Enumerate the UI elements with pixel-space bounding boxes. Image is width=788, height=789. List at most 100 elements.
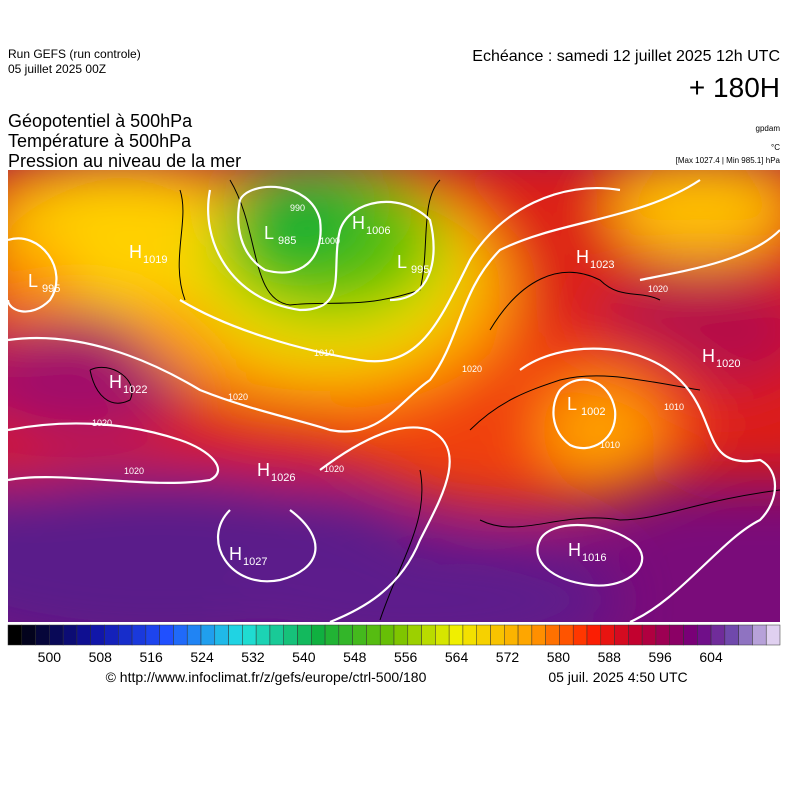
colorbar-tick-label: 548: [343, 649, 367, 665]
colorbar-tick-label: 508: [89, 649, 113, 665]
center-value: 1016: [582, 552, 606, 564]
colorbar-cell: [655, 624, 670, 646]
colorbar-tick-label: 540: [292, 649, 316, 665]
isobar-label: 1020: [124, 466, 144, 476]
colorbar-cell: [504, 624, 519, 646]
isobar-label: 990: [290, 203, 305, 213]
center-letter: L: [567, 394, 577, 414]
source: © http://www.infoclimat.fr/z/gefs/europe…: [106, 669, 427, 685]
center-letter: H: [229, 544, 242, 564]
colorbar-tick-label: 524: [190, 649, 214, 665]
isobar-label: 1020: [462, 364, 482, 374]
center-value: 985: [278, 235, 296, 247]
center-value: 1002: [581, 406, 605, 418]
unit: gpdam: [756, 124, 781, 133]
colorbar-cell: [545, 624, 560, 646]
center-value: 1023: [590, 259, 614, 271]
colorbar-cell: [7, 624, 23, 646]
center-letter: H: [576, 247, 589, 267]
colorbar-cell: [352, 624, 367, 646]
colorbar-cell: [697, 624, 712, 646]
isobar-label: 1000: [320, 236, 340, 246]
center-letter: H: [352, 213, 365, 233]
colorbar-cell: [90, 624, 105, 646]
colorbar-cell: [600, 624, 615, 646]
colorbar-cell: [407, 624, 422, 646]
colorbar-cell: [738, 624, 753, 646]
run-date: 05 juillet 2025 00Z: [8, 62, 106, 76]
colorbar-tick-label: 500: [38, 649, 62, 665]
colorbar-tick-label: 588: [598, 649, 622, 665]
lead-time: + 180H: [689, 72, 780, 103]
colorbar-cell: [228, 624, 243, 646]
colorbar-cell: [559, 624, 574, 646]
center-value: 1027: [243, 556, 267, 568]
title: Pression au niveau de la mer: [8, 151, 241, 171]
center-value: 1026: [271, 472, 295, 484]
colorbar-cell: [366, 624, 381, 646]
colorbar-tick-label: 580: [547, 649, 571, 665]
colorbar-cell: [214, 624, 229, 646]
center-value: 1006: [366, 225, 390, 237]
center-value: 1019: [143, 254, 167, 266]
colorbar-tick-label: 556: [394, 649, 418, 665]
colorbar-cell: [710, 624, 726, 646]
colorbar-tick-label: 596: [648, 649, 672, 665]
colorbar-cell: [173, 624, 188, 646]
colorbar-tick-label: 516: [139, 649, 163, 665]
isobar-label: 1010: [664, 402, 684, 412]
colorbar-cell: [145, 624, 160, 646]
colorbar-cell: [393, 624, 409, 646]
colorbar-cell: [462, 624, 477, 646]
title: Géopotentiel à 500hPa: [8, 111, 193, 131]
colorbar-cell: [683, 624, 698, 646]
colorbar-cell: [255, 624, 271, 646]
colorbar-tick-label: 564: [445, 649, 469, 665]
colorbar-cell: [752, 624, 767, 646]
isobar-label: 1010: [314, 348, 334, 358]
colorbar-cell: [269, 624, 284, 646]
unit: °C: [771, 143, 780, 152]
valid-time: Echéance : samedi 12 juillet 2025 12h UT…: [472, 48, 780, 65]
center-letter: L: [264, 223, 274, 243]
run: Run GEFS (run controle): [8, 47, 141, 61]
center-letter: H: [568, 540, 581, 560]
center-letter: H: [702, 346, 715, 366]
colorbar-cell: [49, 624, 64, 646]
colorbar-tick-label: 532: [241, 649, 265, 665]
center-letter: H: [129, 242, 142, 262]
colorbar-cell: [379, 624, 395, 646]
colorbar-cell: [531, 624, 546, 646]
center-letter: H: [109, 372, 122, 392]
colorbar-cell: [297, 624, 312, 646]
center-value: 1020: [716, 358, 740, 370]
colorbar-cell: [21, 624, 36, 646]
colorbar-cell: [490, 624, 505, 646]
colorbar-cell: [311, 624, 326, 646]
colorbar-tick-label: 572: [496, 649, 520, 665]
unit: [Max 1027.4 | Min 985.1] hPa: [676, 156, 781, 165]
isobar-label: 1020: [92, 418, 112, 428]
colorbar-cell: [448, 624, 464, 646]
colorbar-cell: [242, 624, 257, 646]
colorbar-cell: [200, 624, 216, 646]
map: [8, 170, 780, 622]
isobar-label: 1020: [324, 464, 344, 474]
colorbar-cell: [104, 624, 119, 646]
colorbar-cell: [283, 624, 298, 646]
colorbar-cell: [724, 624, 739, 646]
colorbar-cell: [765, 624, 781, 646]
center-value: 995: [42, 283, 60, 295]
center-letter: L: [397, 252, 407, 272]
center-value: 1022: [123, 384, 147, 396]
center-letter: L: [28, 271, 38, 291]
colorbar-cell: [572, 624, 588, 646]
colorbar-cell: [641, 624, 657, 646]
center-value: 995: [411, 264, 429, 276]
colorbar-cell: [35, 624, 50, 646]
generated: 05 juil. 2025 4:50 UTC: [548, 669, 687, 685]
colorbar-cell: [628, 624, 643, 646]
colorbar-cell: [614, 624, 629, 646]
colorbar-cell: [338, 624, 353, 646]
